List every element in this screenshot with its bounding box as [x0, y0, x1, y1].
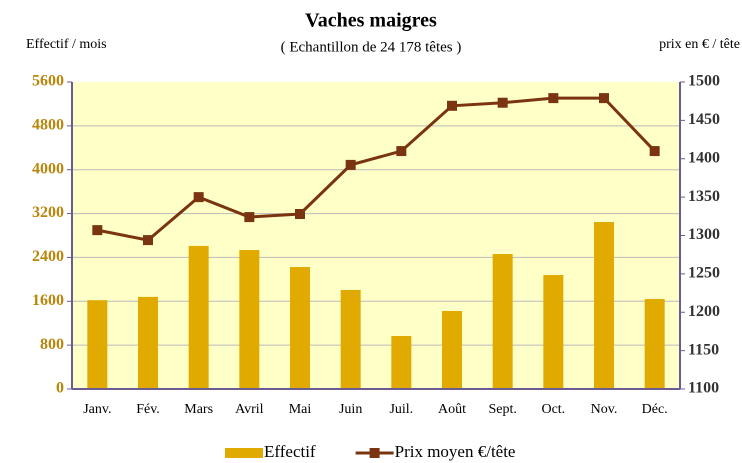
x-tick-label: Août [438, 402, 466, 417]
y-tick-label: 4800 [32, 117, 64, 134]
marker [447, 100, 457, 111]
y-tick-label: 800 [40, 336, 64, 353]
x-tick-label: Fév. [136, 402, 160, 417]
chart-subtitle: ( Echantillon de 24 178 têtes ) [281, 39, 462, 55]
legend-swatch [225, 448, 263, 458]
legend-label: Effectif [264, 442, 316, 461]
line [97, 96, 656, 242]
y2-tick-label: 1300 [688, 226, 720, 243]
y-tick-label: 5600 [32, 73, 64, 90]
marker [548, 93, 559, 104]
marker [497, 97, 508, 108]
y-tick-label: 4000 [32, 160, 64, 177]
marker [599, 93, 609, 104]
y2-tick-label: 1450 [688, 111, 720, 128]
marker [295, 209, 305, 220]
x-tick-label: Déc. [642, 402, 668, 417]
x-tick-label: Janv. [83, 402, 111, 417]
marker [143, 235, 153, 246]
marker [193, 192, 204, 203]
bar [391, 335, 412, 389]
x-tick-label: Avril [235, 402, 264, 417]
bar [594, 222, 614, 389]
x-tick-label: Juin [339, 402, 362, 417]
bar [492, 254, 513, 389]
legend-label: Prix moyen €/tête [395, 442, 516, 461]
y-tick-label: 1600 [32, 292, 64, 309]
x-tick-label: Mai [289, 402, 312, 417]
bar [188, 245, 209, 389]
x-tick-label: Sept. [488, 402, 516, 417]
x-tick-label: Oct. [541, 402, 565, 417]
marker [92, 225, 103, 236]
y2-tick-label: 1500 [688, 73, 720, 90]
marker [244, 212, 255, 223]
x-tick-label: Nov. [591, 402, 618, 417]
chart-title: Vaches maigres [305, 10, 437, 32]
marker [345, 159, 356, 170]
y2-tick-label: 1150 [688, 341, 719, 358]
bar [644, 298, 665, 389]
x-tick-label: Juil. [389, 402, 413, 417]
bar [442, 310, 462, 389]
plot-area [72, 82, 680, 389]
y2-tick-label: 1200 [688, 303, 720, 320]
y2-tick-label: 1100 [688, 380, 719, 397]
bar [543, 275, 564, 389]
y2-axis-label: prix en € / tête [659, 37, 740, 52]
y-axis-label: Effectif / mois [26, 37, 107, 52]
y2-tick-label: 1400 [688, 149, 720, 166]
bar [290, 267, 310, 389]
y2-tick-label: 1350 [688, 188, 720, 205]
marker [396, 146, 407, 157]
bar [239, 250, 260, 389]
x-tick-label: Mars [184, 402, 213, 417]
marker [649, 146, 660, 157]
bar [340, 289, 361, 389]
y-tick-label: 3200 [32, 204, 64, 221]
legend-marker [369, 448, 380, 458]
bar [87, 300, 108, 389]
y-tick-label: 0 [56, 380, 64, 397]
y-tick-label: 2400 [32, 248, 64, 265]
y2-tick-label: 1250 [688, 265, 720, 282]
bar [138, 296, 158, 389]
